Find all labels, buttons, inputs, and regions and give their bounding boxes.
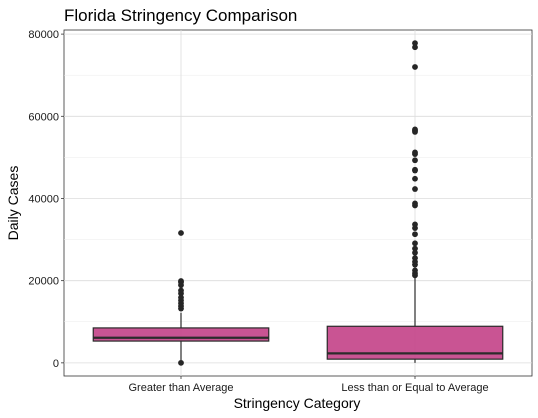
- outlier-point: [412, 40, 418, 47]
- x-axis-ticks: Greater than Average Less than or Equal t…: [129, 376, 489, 394]
- outlier-point: [412, 267, 418, 274]
- outlier-point: [412, 157, 418, 164]
- y-tick-label: 0: [53, 358, 59, 370]
- outlier-point: [412, 255, 418, 261]
- y-axis-title: Daily Cases: [5, 166, 21, 241]
- outlier-point: [178, 230, 184, 236]
- y-tick-label: 80000: [28, 29, 59, 41]
- outlier-point: [412, 175, 418, 182]
- x-tick-label: Greater than Average: [129, 382, 234, 394]
- x-tick-label: Less than or Equal to Average: [341, 382, 488, 394]
- y-axis-ticks: 0 20000 40000 60000 80000: [28, 29, 64, 370]
- outlier-point: [412, 249, 418, 256]
- box-iqr: [92, 327, 270, 342]
- chart-title: Florida Stringency Comparison: [64, 6, 297, 25]
- outlier-point: [412, 126, 418, 133]
- outlier-point: [412, 149, 418, 156]
- y-tick-label: 40000: [28, 193, 59, 205]
- outlier-point: [178, 278, 184, 284]
- boxes-layer: [92, 40, 504, 366]
- plot-panel: [63, 29, 533, 377]
- box-group: [326, 40, 504, 363]
- box-group: [92, 230, 270, 366]
- outlier-point: [178, 294, 184, 301]
- x-axis-title: Stringency Category: [234, 395, 361, 411]
- outlier-point: [412, 166, 418, 173]
- outlier-point: [412, 44, 418, 51]
- outlier-point: [412, 200, 418, 207]
- y-tick-label: 60000: [28, 111, 59, 123]
- outlier-point: [412, 240, 418, 247]
- outlier-point: [412, 231, 418, 238]
- outlier-point: [412, 221, 418, 228]
- outlier-point: [178, 287, 184, 294]
- y-tick-label: 20000: [28, 276, 59, 288]
- outlier-point: [178, 359, 184, 366]
- outlier-point: [412, 245, 418, 252]
- outlier-point: [412, 64, 418, 70]
- outlier-point: [412, 186, 418, 192]
